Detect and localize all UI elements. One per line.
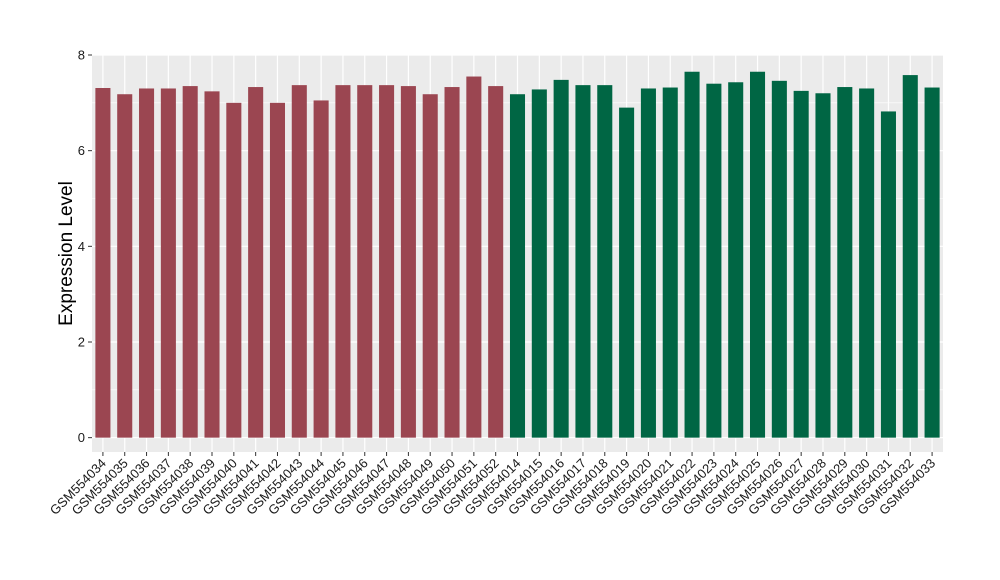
bar-GSM554016 [553,79,569,438]
bar-GSM554039 [204,91,220,438]
bar-GSM554025 [749,71,766,438]
bar-GSM554044 [313,100,329,438]
y-tick-label: 4 [78,239,85,254]
y-tick-label: 6 [78,143,85,158]
bar-GSM554050 [444,87,460,438]
bar-GSM554035 [117,94,133,438]
y-tick-label: 8 [78,48,85,63]
bar-GSM554030 [859,88,875,438]
bar-GSM554047 [379,85,395,438]
bar-GSM554024 [728,82,744,438]
bar-GSM554014 [509,94,526,438]
bars [95,71,940,438]
bar-GSM554023 [706,83,722,438]
x-axis: GSM554034GSM554035GSM554036GSM554037GSM5… [47,452,938,518]
bar-GSM554032 [902,75,918,438]
y-axis-title: Expression Level [56,181,77,326]
bar-GSM554020 [640,88,656,438]
bar-GSM554036 [139,88,155,438]
bar-GSM554042 [269,102,286,438]
bar-GSM554015 [531,89,547,438]
bar-GSM554027 [793,90,809,438]
bar-GSM554052 [488,86,504,438]
bar-GSM554021 [662,87,678,438]
bar-GSM554019 [619,107,635,438]
bar-GSM554038 [182,86,198,438]
bar-GSM554034 [95,88,111,438]
bar-GSM554026 [771,80,787,438]
bar-GSM554041 [248,87,264,438]
bar-GSM554048 [400,86,416,438]
bar-GSM554037 [160,88,176,438]
y-axis: 0 2 4 6 8 [78,48,92,445]
bar-GSM554051 [466,76,482,438]
bar-GSM554040 [226,102,242,438]
bar-GSM554046 [357,85,373,438]
bar-GSM554043 [291,85,307,438]
bar-GSM554022 [684,71,700,438]
bar-GSM554033 [924,87,940,438]
bar-GSM554049 [422,94,438,438]
y-tick-label: 0 [78,430,85,445]
bar-GSM554018 [597,85,613,438]
bar-GSM554029 [837,87,853,438]
y-tick-label: 2 [78,334,85,349]
bar-GSM554028 [815,93,831,438]
bar-GSM554031 [880,111,896,438]
bar-GSM554045 [335,85,351,438]
bar-GSM554017 [575,85,591,438]
